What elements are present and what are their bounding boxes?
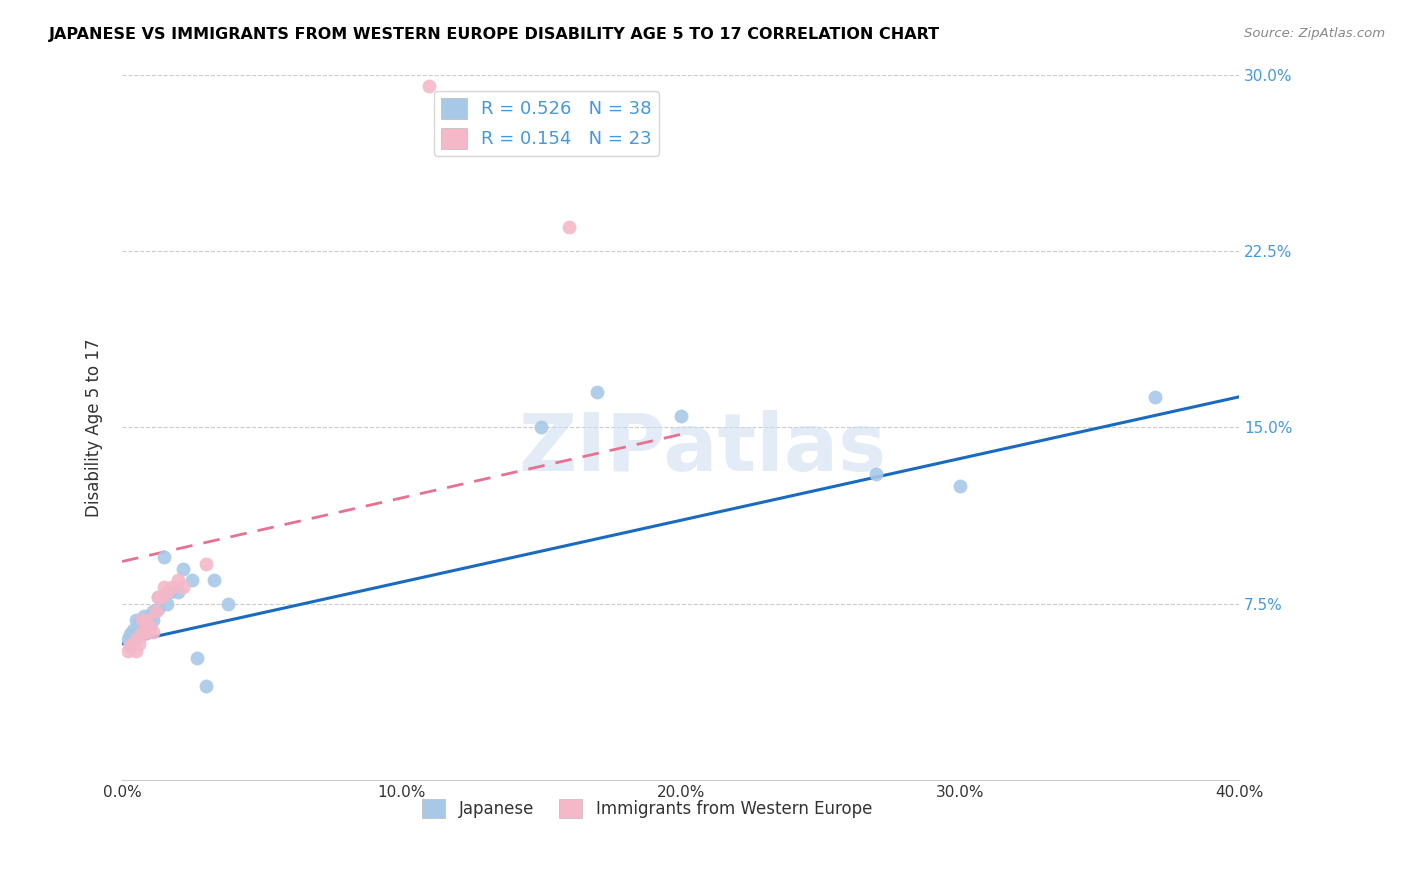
Point <box>173 581 195 595</box>
Point <box>134 627 156 641</box>
Point <box>162 581 184 595</box>
Point <box>131 613 153 627</box>
Point <box>122 637 145 651</box>
Point <box>122 632 145 647</box>
Point <box>145 604 167 618</box>
Point <box>117 632 139 647</box>
Point <box>150 590 173 604</box>
Point <box>949 479 972 493</box>
Point <box>173 561 195 575</box>
Point <box>125 625 148 640</box>
Point <box>1144 390 1167 404</box>
Point <box>131 625 153 640</box>
Point <box>186 651 208 665</box>
Point <box>145 604 167 618</box>
Point <box>159 585 181 599</box>
Point <box>156 585 179 599</box>
Point <box>128 615 150 630</box>
Point <box>194 679 217 693</box>
Y-axis label: Disability Age 5 to 17: Disability Age 5 to 17 <box>86 338 103 516</box>
Point <box>125 644 148 658</box>
Point <box>120 639 142 653</box>
Point <box>125 632 148 647</box>
Point <box>148 590 170 604</box>
Legend: Japanese, Immigrants from Western Europe: Japanese, Immigrants from Western Europe <box>415 792 879 825</box>
Point <box>142 625 165 640</box>
Point <box>530 420 553 434</box>
Point <box>139 620 162 634</box>
Point <box>136 613 159 627</box>
Point <box>202 574 225 588</box>
Point <box>139 608 162 623</box>
Point <box>131 625 153 640</box>
Point <box>585 385 607 400</box>
Point <box>153 581 176 595</box>
Text: Source: ZipAtlas.com: Source: ZipAtlas.com <box>1244 27 1385 40</box>
Point <box>150 590 173 604</box>
Point <box>142 613 165 627</box>
Point <box>217 597 239 611</box>
Point <box>167 585 190 599</box>
Point <box>418 79 440 94</box>
Point <box>134 608 156 623</box>
Point <box>148 601 170 615</box>
Point <box>865 467 887 482</box>
Point <box>142 604 165 618</box>
Point <box>117 644 139 658</box>
Point <box>131 615 153 630</box>
Point <box>139 620 162 634</box>
Point <box>128 637 150 651</box>
Point <box>167 574 190 588</box>
Text: JAPANESE VS IMMIGRANTS FROM WESTERN EUROPE DISABILITY AGE 5 TO 17 CORRELATION CH: JAPANESE VS IMMIGRANTS FROM WESTERN EURO… <box>49 27 941 42</box>
Point <box>180 574 202 588</box>
Point <box>148 590 170 604</box>
Point <box>156 597 179 611</box>
Point <box>153 549 176 564</box>
Point <box>125 613 148 627</box>
Point <box>120 627 142 641</box>
Point <box>128 627 150 641</box>
Point <box>558 220 581 235</box>
Text: ZIPatlas: ZIPatlas <box>519 409 887 488</box>
Point <box>136 613 159 627</box>
Point <box>120 637 142 651</box>
Point <box>194 557 217 571</box>
Point <box>122 623 145 637</box>
Point <box>136 625 159 640</box>
Point <box>669 409 692 423</box>
